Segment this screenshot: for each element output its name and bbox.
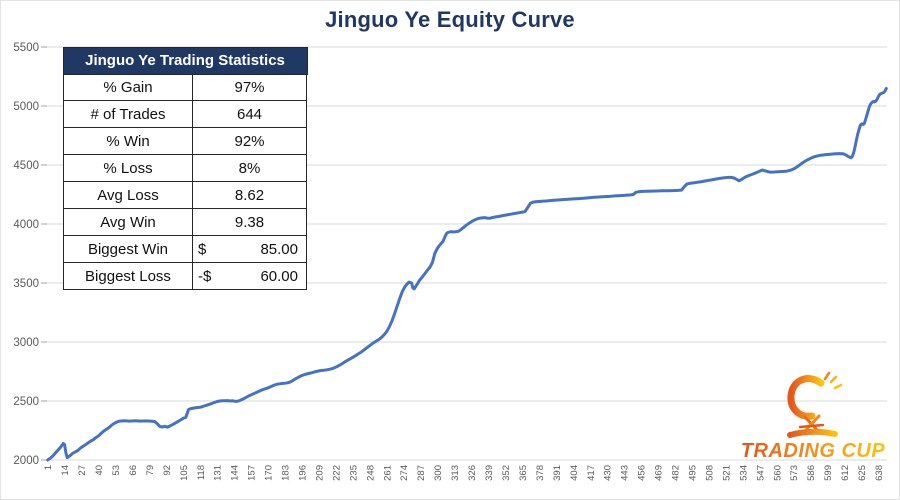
stat-label: Avg Win bbox=[63, 208, 193, 236]
y-axis-label: 2000 bbox=[13, 455, 39, 467]
x-axis-label: 443 bbox=[620, 465, 631, 481]
x-axis-label: 430 bbox=[603, 465, 614, 481]
x-axis-label: 40 bbox=[94, 465, 105, 476]
currency-symbol: $ bbox=[198, 240, 207, 258]
x-axis-label: 456 bbox=[637, 465, 648, 481]
x-axis-label: 469 bbox=[654, 465, 665, 481]
y-axis-label: 4000 bbox=[13, 219, 39, 231]
x-axis-label: 131 bbox=[213, 465, 224, 481]
stat-value: 644 bbox=[192, 100, 307, 128]
x-axis-label: 508 bbox=[705, 465, 716, 481]
stats-row: % Gain 97% bbox=[63, 73, 307, 101]
x-axis-label: 157 bbox=[247, 465, 258, 481]
stat-value: 8.62 bbox=[192, 181, 307, 209]
stat-label: Avg Loss bbox=[63, 181, 193, 209]
y-axis-label: 4500 bbox=[13, 160, 39, 172]
stat-label: % Gain bbox=[63, 73, 193, 101]
trading-cup-logo: TRADING CUP bbox=[733, 371, 893, 463]
currency-amount: 85.00 bbox=[260, 240, 298, 258]
x-axis-label: 599 bbox=[823, 465, 834, 481]
currency-amount: 60.00 bbox=[260, 267, 298, 285]
x-axis-label: 170 bbox=[264, 465, 275, 481]
stat-label: Biggest Win bbox=[63, 235, 193, 263]
x-axis-label: 534 bbox=[738, 465, 749, 481]
stats-row: Biggest Loss -$ 60.00 bbox=[63, 262, 307, 290]
stat-value: -$ 60.00 bbox=[193, 263, 306, 289]
x-axis-label: 586 bbox=[806, 465, 817, 481]
x-axis-label: 105 bbox=[179, 465, 190, 481]
x-axis-label: 274 bbox=[399, 465, 410, 481]
x-axis-label: 248 bbox=[365, 465, 376, 481]
stats-row: Avg Win 9.38 bbox=[63, 208, 307, 236]
x-axis-label: 300 bbox=[433, 465, 444, 481]
stats-row: Biggest Win $85.00 bbox=[63, 235, 307, 263]
currency-symbol: -$ bbox=[198, 267, 212, 285]
x-axis-label: 482 bbox=[671, 465, 682, 481]
y-axis-label: 3500 bbox=[13, 278, 39, 290]
x-axis-label: 339 bbox=[484, 465, 495, 481]
stats-row: Avg Loss 8.62 bbox=[63, 181, 307, 209]
x-axis-label: 14 bbox=[60, 465, 71, 476]
y-axis-label: 2500 bbox=[13, 396, 39, 408]
x-axis-label: 573 bbox=[789, 465, 800, 481]
equity-curve-line bbox=[46, 87, 888, 462]
stats-header-row: Jinguo Ye Trading Statistics bbox=[62, 46, 308, 75]
stats-table-title: Jinguo Ye Trading Statistics bbox=[62, 46, 308, 75]
x-axis-label: 404 bbox=[569, 465, 580, 481]
y-axis-label: 5000 bbox=[13, 101, 39, 113]
x-axis-label: 625 bbox=[857, 465, 868, 481]
stats-table-head: Jinguo Ye Trading Statistics bbox=[62, 46, 308, 75]
x-axis-label: 521 bbox=[721, 465, 732, 481]
stat-label: Biggest Loss bbox=[63, 262, 193, 290]
stat-value: $85.00 bbox=[193, 236, 306, 262]
x-axis-label: 391 bbox=[552, 465, 563, 481]
stats-row: # of Trades 644 bbox=[63, 100, 307, 128]
x-axis-label: 612 bbox=[840, 465, 851, 481]
x-axis-label: 352 bbox=[501, 465, 512, 481]
x-axis-label: 547 bbox=[755, 465, 766, 481]
stat-value: 92% bbox=[192, 127, 307, 155]
trophy-icon bbox=[787, 371, 843, 438]
logo-text: TRADING CUP bbox=[740, 440, 886, 462]
x-axis-label: 183 bbox=[281, 465, 292, 481]
x-axis-label: 144 bbox=[230, 465, 241, 481]
x-axis-label: 417 bbox=[586, 465, 597, 481]
x-axis-label: 326 bbox=[467, 465, 478, 481]
x-axis-label: 560 bbox=[772, 465, 783, 481]
stat-value: 97% bbox=[192, 73, 307, 101]
x-axis-label: 495 bbox=[688, 465, 699, 481]
stats-table: Jinguo Ye Trading Statistics % Gain 97% # … bbox=[62, 46, 308, 290]
y-axis-label: 5500 bbox=[13, 42, 39, 54]
x-axis-label: 118 bbox=[196, 465, 207, 480]
x-axis-label: 66 bbox=[128, 465, 139, 476]
x-axis-label: 235 bbox=[348, 465, 359, 481]
chart-title: Jinguo Ye Equity Curve bbox=[325, 7, 575, 32]
stat-label: % Loss bbox=[63, 154, 193, 182]
stats-row: % Loss 8% bbox=[63, 154, 307, 182]
x-axis-label: 287 bbox=[416, 465, 427, 481]
x-axis-label: 27 bbox=[77, 465, 88, 476]
x-axis-label: 365 bbox=[518, 465, 529, 481]
stat-value: 9.38 bbox=[192, 208, 307, 236]
stat-label: # of Trades bbox=[63, 100, 193, 128]
x-axis-label: 53 bbox=[111, 465, 122, 476]
x-axis-label: 79 bbox=[145, 465, 156, 476]
stats-row: % Win 92% bbox=[63, 127, 307, 155]
y-axis-label: 3000 bbox=[13, 337, 39, 349]
x-axis-label: 261 bbox=[382, 465, 393, 481]
x-axis-label: 209 bbox=[315, 465, 326, 481]
x-axis-label: 196 bbox=[298, 465, 309, 481]
x-axis-label: 1 bbox=[43, 465, 54, 470]
x-axis-label: 378 bbox=[535, 465, 546, 481]
x-axis-label: 92 bbox=[162, 465, 173, 476]
x-axis-label: 222 bbox=[331, 465, 342, 481]
x-axis-label: 638 bbox=[874, 465, 885, 481]
stats-table-body: % Gain 97% # of Trades 644% Win 92%% Loss 8% A… bbox=[63, 73, 307, 290]
x-axis-label: 313 bbox=[450, 465, 461, 481]
stat-value: 8% bbox=[192, 154, 307, 182]
stat-label: % Win bbox=[63, 127, 193, 155]
